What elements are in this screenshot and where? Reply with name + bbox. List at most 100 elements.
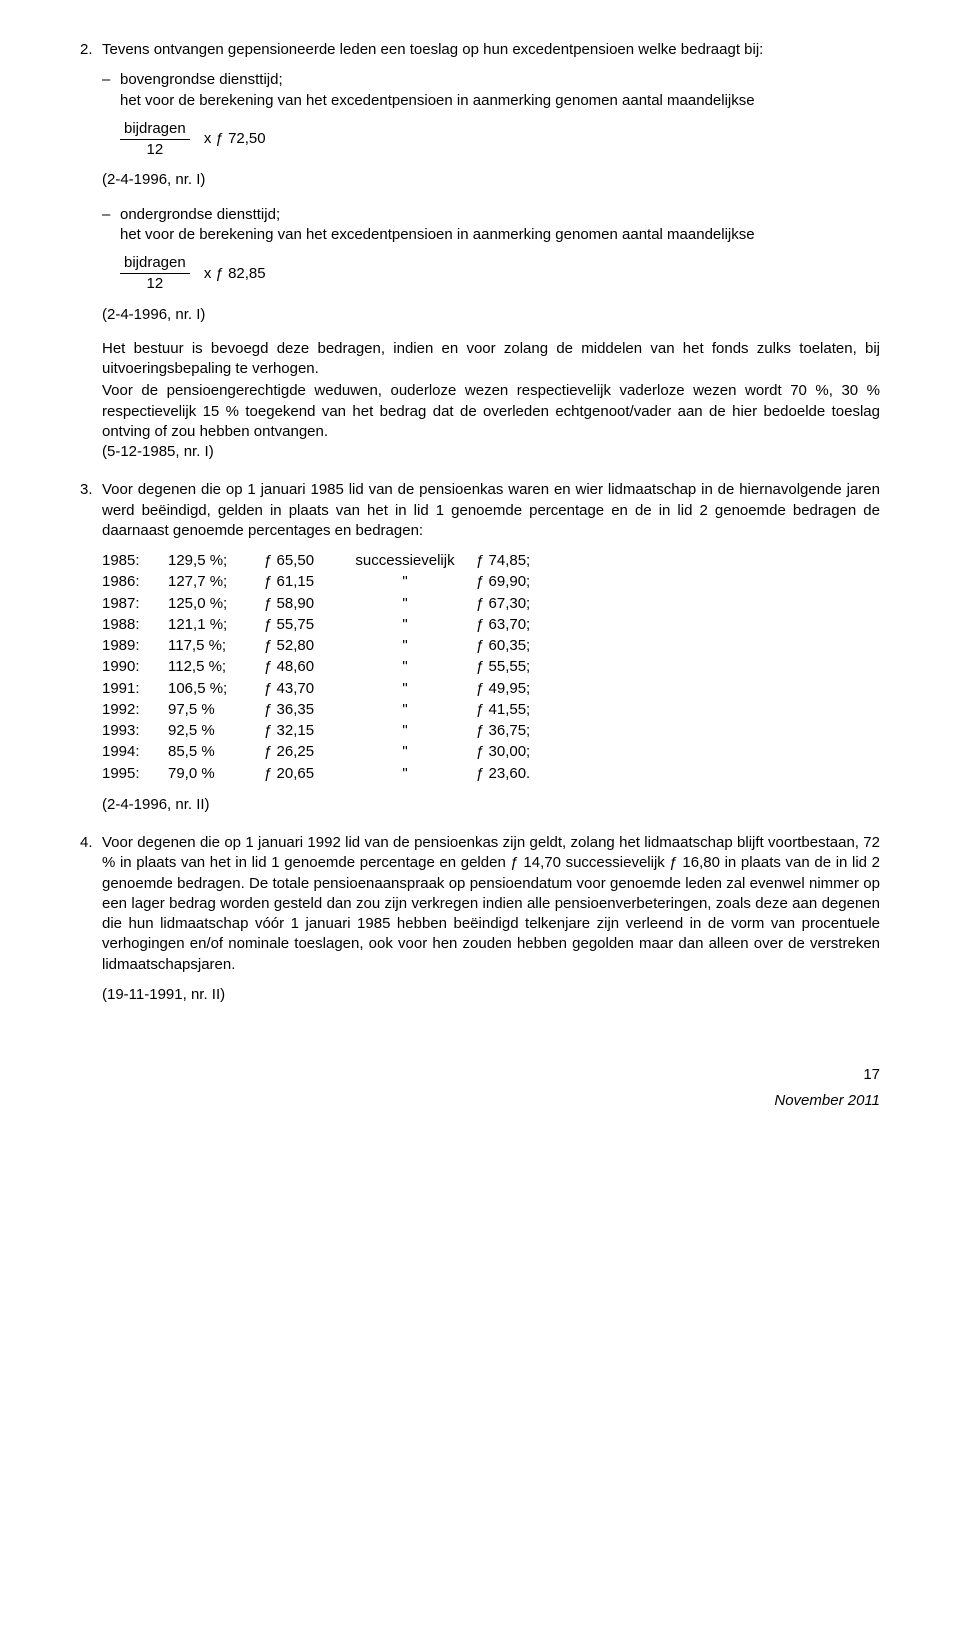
cell-year: 1987:	[102, 594, 168, 615]
cell-amount1: ƒ 36,35	[264, 700, 340, 721]
cell-amount2: ƒ 74,85;	[476, 551, 562, 572]
cell-percent: 117,5 %;	[168, 636, 264, 657]
bullet-bovengrondse: – bovengrondse diensttijd; het voor de b…	[102, 70, 880, 111]
reference-1: (2-4-1996, nr. I)	[102, 170, 880, 190]
fraction: bijdragen 12	[120, 119, 190, 161]
table-row: 1991:106,5 %;ƒ 43,70"ƒ 49,95;	[102, 679, 562, 700]
cell-amount1: ƒ 32,15	[264, 721, 340, 742]
cell-amount1: ƒ 61,15	[264, 572, 340, 593]
cell-amount1: ƒ 48,60	[264, 657, 340, 678]
item-body: Voor degenen die op 1 januari 1992 lid v…	[102, 833, 880, 975]
fraction-denominator: 12	[120, 140, 190, 160]
cell-amount2: ƒ 23,60.	[476, 764, 562, 785]
cell-amount2: ƒ 63,70;	[476, 615, 562, 636]
cell-percent: 97,5 %	[168, 700, 264, 721]
bullet-text: bovengrondse diensttijd; het voor de ber…	[120, 70, 880, 111]
fraction-numerator: bijdragen	[120, 119, 190, 140]
fraction-multiplier: x ƒ 72,50	[204, 129, 266, 149]
cell-amount2: ƒ 67,30;	[476, 594, 562, 615]
table-row: 1987:125,0 %;ƒ 58,90"ƒ 67,30;	[102, 594, 562, 615]
cell-amount1: ƒ 26,25	[264, 742, 340, 763]
reference-3: (5-12-1985, nr. I)	[102, 442, 880, 462]
page-footer: 17 November 2011	[80, 1065, 880, 1112]
fraction-denominator: 12	[120, 274, 190, 294]
cell-percent: 121,1 %;	[168, 615, 264, 636]
fraction-block-1: bijdragen 12 x ƒ 72,50	[120, 119, 880, 161]
cell-amount1: ƒ 65,50	[264, 551, 340, 572]
intro-text: Tevens ontvangen gepensioneerde leden ee…	[102, 40, 880, 60]
cell-successievelijk: "	[340, 742, 476, 763]
list-item-4: 4. Voor degenen die op 1 januari 1992 li…	[80, 833, 880, 975]
table-row: 1992:97,5 %ƒ 36,35"ƒ 41,55;	[102, 700, 562, 721]
fraction-multiplier: x ƒ 82,85	[204, 264, 266, 284]
cell-percent: 85,5 %	[168, 742, 264, 763]
item-number: 4.	[80, 833, 102, 975]
paragraph-widows: Voor de pensioengerechtigde weduwen, oud…	[102, 381, 880, 442]
table-row: 1989:117,5 %;ƒ 52,80"ƒ 60,35;	[102, 636, 562, 657]
cell-successievelijk: "	[340, 700, 476, 721]
item-body: Tevens ontvangen gepensioneerde leden ee…	[102, 40, 880, 60]
year-percentage-table: 1985:129,5 %;ƒ 65,50successievelijkƒ 74,…	[102, 551, 562, 785]
list-item-2: 2. Tevens ontvangen gepensioneerde leden…	[80, 40, 880, 60]
cell-year: 1986:	[102, 572, 168, 593]
table-row: 1995:79,0 %ƒ 20,65"ƒ 23,60.	[102, 764, 562, 785]
cell-amount2: ƒ 55,55;	[476, 657, 562, 678]
table-row: 1988:121,1 %;ƒ 55,75"ƒ 63,70;	[102, 615, 562, 636]
list-item-3: 3. Voor degenen die op 1 januari 1985 li…	[80, 480, 880, 541]
cell-successievelijk: "	[340, 764, 476, 785]
bullet-dash: –	[102, 70, 120, 111]
cell-successievelijk: "	[340, 679, 476, 700]
fraction-numerator: bijdragen	[120, 253, 190, 274]
item-number: 2.	[80, 40, 102, 60]
cell-successievelijk: "	[340, 572, 476, 593]
bullet-ondergrondse: – ondergrondse diensttijd; het voor de b…	[102, 205, 880, 246]
cell-amount2: ƒ 60,35;	[476, 636, 562, 657]
cell-percent: 112,5 %;	[168, 657, 264, 678]
cell-percent: 127,7 %;	[168, 572, 264, 593]
reference-2: (2-4-1996, nr. I)	[102, 305, 880, 325]
cell-successievelijk: successievelijk	[340, 551, 476, 572]
cell-amount1: ƒ 20,65	[264, 764, 340, 785]
cell-successievelijk: "	[340, 657, 476, 678]
cell-year: 1988:	[102, 615, 168, 636]
cell-amount1: ƒ 55,75	[264, 615, 340, 636]
cell-amount1: ƒ 58,90	[264, 594, 340, 615]
reference-item3: (2-4-1996, nr. II)	[102, 795, 880, 815]
cell-amount2: ƒ 30,00;	[476, 742, 562, 763]
fraction-block-2: bijdragen 12 x ƒ 82,85	[120, 253, 880, 295]
cell-successievelijk: "	[340, 721, 476, 742]
cell-amount1: ƒ 52,80	[264, 636, 340, 657]
table-row: 1994:85,5 %ƒ 26,25"ƒ 30,00;	[102, 742, 562, 763]
table-row: 1985:129,5 %;ƒ 65,50successievelijkƒ 74,…	[102, 551, 562, 572]
cell-year: 1995:	[102, 764, 168, 785]
item-body: Voor degenen die op 1 januari 1985 lid v…	[102, 480, 880, 541]
cell-amount1: ƒ 43,70	[264, 679, 340, 700]
cell-percent: 129,5 %;	[168, 551, 264, 572]
cell-percent: 125,0 %;	[168, 594, 264, 615]
cell-amount2: ƒ 41,55;	[476, 700, 562, 721]
cell-year: 1991:	[102, 679, 168, 700]
fraction: bijdragen 12	[120, 253, 190, 295]
cell-successievelijk: "	[340, 636, 476, 657]
cell-year: 1989:	[102, 636, 168, 657]
cell-percent: 106,5 %;	[168, 679, 264, 700]
table-row: 1990:112,5 %;ƒ 48,60"ƒ 55,55;	[102, 657, 562, 678]
paragraph-bestuur: Het bestuur is bevoegd deze bedragen, in…	[102, 339, 880, 380]
footer-date: November 2011	[80, 1091, 880, 1111]
cell-successievelijk: "	[340, 615, 476, 636]
cell-year: 1992:	[102, 700, 168, 721]
bullet-text: ondergrondse diensttijd; het voor de ber…	[120, 205, 880, 246]
cell-successievelijk: "	[340, 594, 476, 615]
table-row: 1986:127,7 %;ƒ 61,15"ƒ 69,90;	[102, 572, 562, 593]
cell-amount2: ƒ 49,95;	[476, 679, 562, 700]
page-number: 17	[80, 1065, 880, 1085]
bullet-dash: –	[102, 205, 120, 246]
cell-year: 1993:	[102, 721, 168, 742]
cell-year: 1990:	[102, 657, 168, 678]
cell-amount2: ƒ 69,90;	[476, 572, 562, 593]
item-number: 3.	[80, 480, 102, 541]
cell-percent: 79,0 %	[168, 764, 264, 785]
cell-year: 1985:	[102, 551, 168, 572]
cell-year: 1994:	[102, 742, 168, 763]
reference-item4: (19-11-1991, nr. II)	[102, 985, 880, 1005]
